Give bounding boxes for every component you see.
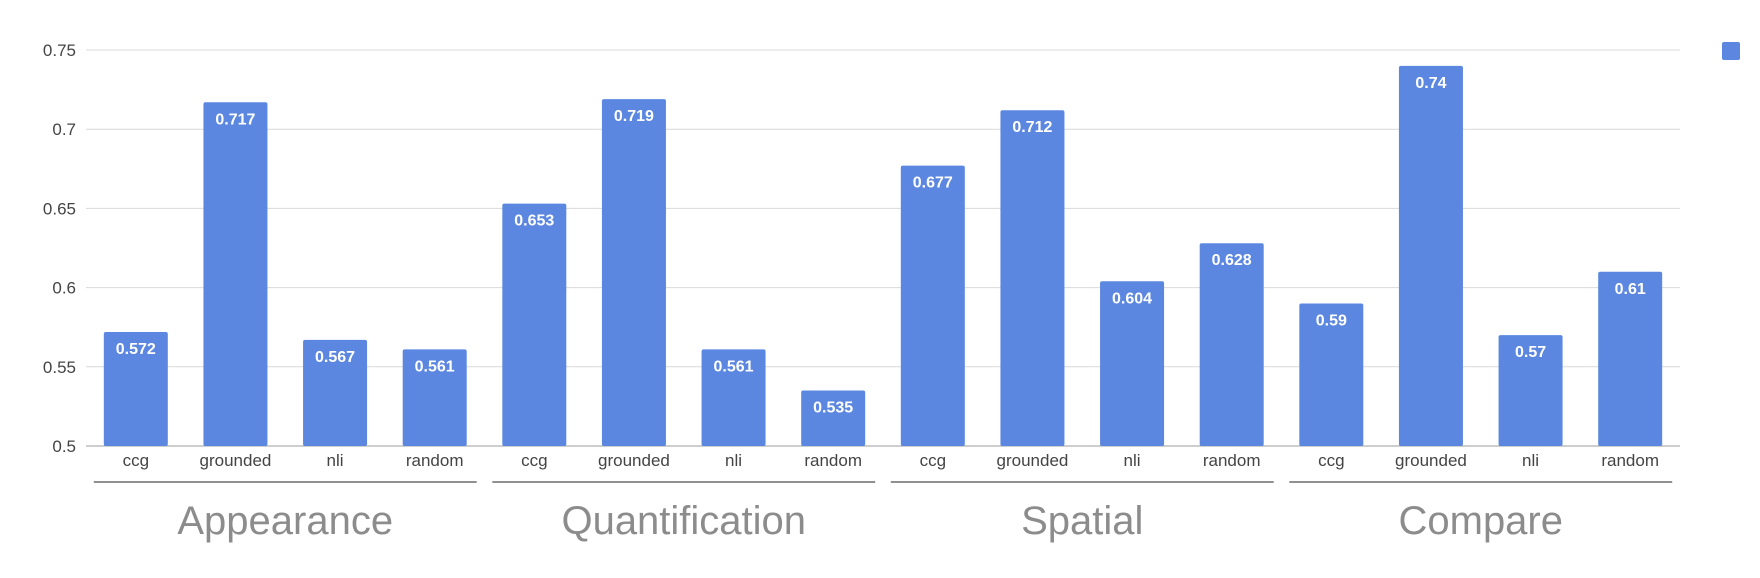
x-tick-label: random [804,451,862,470]
group-label: Spatial [1021,499,1143,543]
bar-value-label: 0.572 [116,341,156,358]
x-tick-label: ccg [123,451,149,470]
bar [1100,281,1165,446]
x-tick-label: random [1203,451,1261,470]
y-tick-label: 0.5 [52,437,76,456]
bar [203,102,268,446]
x-tick-label: ccg [1318,451,1344,470]
bar [1199,243,1264,446]
bar [1498,335,1563,446]
bar-value-label: 0.561 [415,358,455,375]
bar-value-label: 0.653 [514,213,554,230]
x-tick-label: grounded [598,451,670,470]
x-tick-label: grounded [1395,451,1467,470]
bar [402,349,467,446]
x-axis: ccg grounded nli random Appearance ccg grounde… [93,451,1673,543]
group-label: Appearance [177,499,393,543]
legend-swatch [1722,42,1740,60]
x-tick-label: grounded [997,451,1069,470]
bar [103,331,168,446]
bar [801,390,866,446]
bar [1299,303,1364,446]
bar [701,349,766,446]
x-tick-label: nli [327,451,344,470]
bar-value-label: 0.712 [1012,119,1052,136]
bar-value-label: 0.719 [614,108,654,125]
y-tick-label: 0.65 [43,199,76,218]
bar [601,99,666,446]
x-tick-label: nli [1522,451,1539,470]
x-tick-label: ccg [920,451,946,470]
bar [303,339,368,446]
x-tick-label: grounded [200,451,272,470]
x-tick-label: nli [1124,451,1141,470]
bar-value-label: 0.717 [215,111,255,128]
x-tick-label: random [406,451,464,470]
bar [1000,110,1065,446]
y-tick-label: 0.6 [52,279,76,298]
y-tick-label: 0.7 [52,120,76,139]
bar-value-label: 0.57 [1515,344,1546,361]
bar-value-label: 0.61 [1615,281,1646,298]
bar-value-label: 0.561 [714,358,754,375]
bar-value-label: 0.677 [913,175,953,192]
bar [900,165,965,446]
x-tick-label: random [1601,451,1659,470]
bar-value-label: 0.628 [1212,252,1252,269]
y-tick-label: 0.55 [43,358,76,377]
bar-value-label: 0.535 [813,400,853,417]
bar [502,203,567,446]
bar [1598,271,1663,446]
bar-value-label: 0.59 [1316,312,1347,329]
x-tick-label: nli [725,451,742,470]
bar-value-label: 0.567 [315,349,355,366]
group-label: Quantification [561,499,806,543]
y-tick-label: 0.75 [43,41,76,60]
bar-layer: 0.572 0.717 0.567 0.561 0.653 0.719 0.561 0.535… [103,65,1663,446]
legend [1722,42,1740,60]
bar [1398,65,1463,446]
bar-value-label: 0.604 [1112,290,1152,307]
group-label: Compare [1398,499,1563,543]
bar-value-label: 0.74 [1415,75,1446,92]
x-tick-label: ccg [521,451,547,470]
